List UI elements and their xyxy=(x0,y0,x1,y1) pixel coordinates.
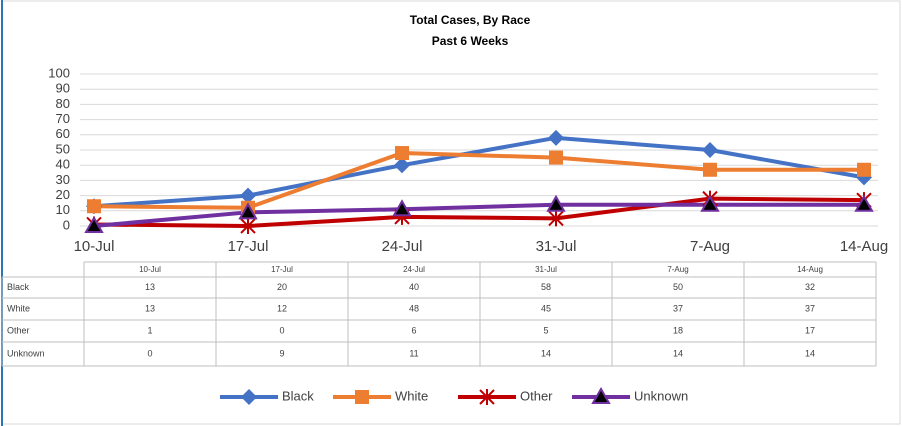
table-cell: 5 xyxy=(543,325,548,335)
table-cell: 13 xyxy=(145,282,155,292)
table-cell: 18 xyxy=(673,325,683,335)
series-line xyxy=(93,135,865,209)
marker xyxy=(395,146,409,161)
y-tick-label: 60 xyxy=(56,126,70,141)
series-line xyxy=(93,151,864,210)
x-tick-label: 14-Aug xyxy=(840,238,888,255)
marker xyxy=(857,162,871,177)
table-row-label: White xyxy=(7,303,30,313)
table-cell: 0 xyxy=(279,325,284,335)
table-row-label: Black xyxy=(7,282,30,292)
table-cell: 17 xyxy=(805,325,815,335)
marker xyxy=(703,162,717,177)
table-cell: 48 xyxy=(409,303,419,313)
y-tick-label: 100 xyxy=(48,65,70,80)
legend-label: Other xyxy=(520,388,553,403)
marker xyxy=(702,142,718,158)
table-header: 31-Jul xyxy=(535,265,557,274)
marker xyxy=(355,390,369,404)
table-cell: 9 xyxy=(279,348,284,358)
table-cell: 12 xyxy=(277,303,287,313)
table-cell: 58 xyxy=(541,282,551,292)
y-tick-label: 20 xyxy=(56,187,70,202)
x-tick-label: 31-Jul xyxy=(536,238,577,255)
table-cell: 40 xyxy=(409,282,419,292)
marker xyxy=(591,386,611,404)
table-cell: 13 xyxy=(145,303,155,313)
x-tick-label: 10-Jul xyxy=(74,238,115,255)
table-row-label: Other xyxy=(7,325,30,335)
table-header: 10-Jul xyxy=(139,265,161,274)
y-tick-label: 80 xyxy=(56,96,70,111)
x-tick-label: 7-Aug xyxy=(690,238,730,255)
chart-subtitle: Past 6 Weeks xyxy=(432,34,509,48)
marker xyxy=(392,199,412,217)
legend-label: White xyxy=(395,388,428,403)
x-tick-label: 24-Jul xyxy=(382,238,423,255)
chart-title: Total Cases, By Race xyxy=(410,13,531,27)
table-cell: 37 xyxy=(805,303,815,313)
marker xyxy=(854,194,874,212)
table-cell: 14 xyxy=(673,348,683,358)
table-cell: 0 xyxy=(147,348,152,358)
marker xyxy=(546,194,566,212)
marker xyxy=(700,194,720,212)
marker xyxy=(238,202,258,220)
x-tick-label: 17-Jul xyxy=(228,238,269,255)
table-cell: 50 xyxy=(673,282,683,292)
table-header: 17-Jul xyxy=(271,265,293,274)
table-row-label: Unknown xyxy=(7,348,45,358)
series-line xyxy=(93,202,864,228)
legend-label: Unknown xyxy=(634,388,688,403)
marker xyxy=(87,199,101,214)
table-cell: 14 xyxy=(541,348,551,358)
marker xyxy=(394,157,410,174)
y-tick-label: 70 xyxy=(56,111,70,126)
table-header: 24-Jul xyxy=(403,265,425,274)
marker xyxy=(548,210,564,227)
table-cell: 37 xyxy=(673,303,683,313)
marker xyxy=(240,218,256,234)
legend-label: Black xyxy=(282,388,314,403)
table-header: 7-Aug xyxy=(667,265,688,274)
table-cell: 11 xyxy=(409,348,418,358)
marker xyxy=(84,215,104,233)
marker xyxy=(479,389,495,405)
table-cell: 6 xyxy=(411,325,416,335)
marker xyxy=(240,187,256,204)
y-tick-label: 30 xyxy=(56,172,70,187)
marker xyxy=(548,129,564,146)
table-cell: 32 xyxy=(805,282,815,292)
y-tick-label: 0 xyxy=(63,217,70,232)
table-cell: 45 xyxy=(541,303,551,313)
series-line xyxy=(93,196,865,228)
y-tick-label: 40 xyxy=(56,157,70,172)
y-tick-label: 50 xyxy=(56,141,70,156)
table-cell: 14 xyxy=(805,348,815,358)
table-cell: 1 xyxy=(147,325,152,335)
table-cell: 20 xyxy=(277,282,287,292)
marker xyxy=(241,389,257,405)
y-tick-label: 90 xyxy=(56,81,70,96)
marker xyxy=(549,150,563,165)
table-header: 14-Aug xyxy=(797,265,823,274)
y-tick-label: 10 xyxy=(56,202,70,217)
